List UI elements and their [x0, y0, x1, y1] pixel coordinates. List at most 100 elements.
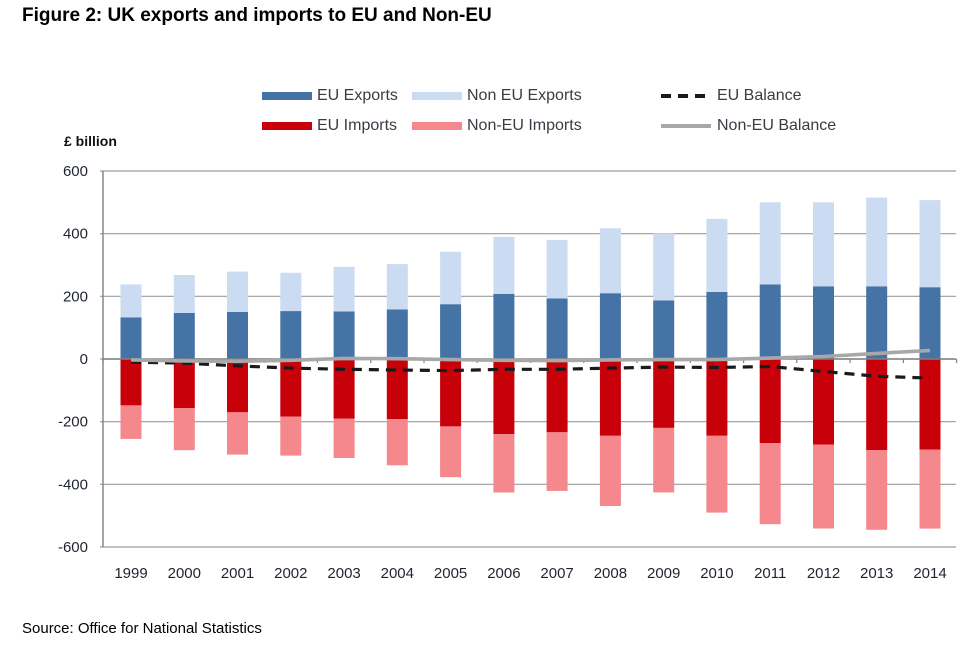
bar-segment	[120, 405, 142, 439]
bar-segment	[386, 264, 408, 310]
legend-swatch-icon	[412, 122, 462, 130]
bar-segment	[546, 432, 568, 491]
y-tick-label: 400	[63, 226, 88, 243]
x-tick-labels: 1999 2000 2001 2002 2003 2004 2005 2006 2007 2008…	[114, 565, 946, 582]
legend-label: EU Exports	[317, 87, 398, 104]
x-tick-label: 2009	[647, 565, 680, 582]
x-tick-label: 2007	[540, 565, 573, 582]
figure-title: Figure 2: UK exports and imports to EU a…	[22, 5, 492, 26]
bar-segment	[759, 359, 781, 443]
solid-line-icon	[661, 124, 711, 128]
bar-segment	[706, 435, 728, 513]
x-tick-label: 2010	[700, 565, 733, 582]
y-tick-labels: 600 400 200 0 -200 -400 -600	[58, 163, 88, 556]
bar-segment	[599, 228, 621, 294]
x-tick-label: 2013	[860, 565, 893, 582]
series-eu-imports	[120, 359, 941, 451]
bar-segment	[440, 251, 462, 305]
bar-segment	[493, 293, 515, 359]
non-eu-balance-line	[130, 348, 931, 364]
x-tick-label: 2004	[381, 565, 414, 582]
legend-item-eu-balance: EU Balance	[660, 82, 802, 110]
bar-segment	[227, 312, 248, 359]
bar-segment	[599, 359, 621, 436]
bar-segment	[173, 312, 195, 359]
legend-swatch-icon	[412, 92, 462, 100]
x-tick-label: 2011	[754, 565, 786, 582]
bar-segment	[759, 202, 781, 285]
bar-segment	[227, 359, 248, 413]
bar-segment	[173, 275, 195, 313]
bar-segment	[386, 419, 408, 466]
bar-segment	[759, 284, 781, 359]
x-tick-label: 2008	[594, 565, 627, 582]
bar-segment	[120, 284, 142, 318]
legend-label: EU Balance	[717, 87, 802, 104]
y-tick-label: -200	[58, 414, 88, 431]
legend-row: EU Imports Non-EU Imports Non-EU Balance	[0, 112, 961, 140]
dashed-line-icon	[661, 94, 711, 98]
bar-segment	[919, 359, 941, 450]
x-tick-label: 2003	[327, 565, 360, 582]
bar-segment	[280, 359, 302, 417]
bar-segment	[173, 359, 195, 409]
bar-segment	[653, 427, 675, 493]
legend-label: Non-EU Imports	[467, 117, 582, 134]
bar-segment	[813, 359, 834, 445]
legend-item-non-eu-exports: Non EU Exports	[412, 82, 582, 110]
y-tick-label: 600	[63, 163, 88, 180]
x-tick-label: 2012	[807, 565, 840, 582]
bar-segment	[386, 359, 408, 420]
bar-segment	[493, 359, 515, 435]
bar-segment	[333, 359, 355, 419]
legend-label: EU Imports	[317, 117, 398, 134]
bar-segment	[866, 359, 888, 451]
bar-segment	[333, 266, 355, 312]
x-tick-label: 2002	[274, 565, 307, 582]
bar-segment	[493, 236, 515, 294]
x-tick-label: 2006	[487, 565, 520, 582]
legend-label: Non-EU Balance	[717, 117, 837, 134]
bar-segment	[813, 202, 834, 287]
bar-segment	[919, 287, 941, 359]
bar-segment	[440, 304, 462, 359]
x-tick-label: 1999	[114, 565, 147, 582]
source-note: Source: Office for National Statistics	[22, 620, 262, 637]
bar-segment	[120, 359, 142, 406]
bar-segment	[333, 418, 355, 458]
bar-segment	[866, 197, 888, 287]
bar-segment	[919, 449, 941, 529]
bar-segment	[653, 359, 675, 428]
bar-segment	[546, 359, 568, 433]
bar-segment	[919, 200, 941, 288]
bar-segment	[386, 309, 408, 359]
x-tick-label: 2000	[168, 565, 201, 582]
bar-segment	[813, 286, 834, 359]
y-tick-label: 200	[63, 288, 88, 305]
legend-row: EU Exports Non EU Exports EU Balance	[0, 82, 961, 110]
bar-segment	[280, 311, 302, 359]
bar-segment	[173, 408, 195, 451]
bar-segment	[599, 293, 621, 359]
legend-swatch-icon	[262, 92, 312, 100]
y-tick-label: 0	[80, 351, 88, 368]
legend-item-eu-imports: EU Imports	[262, 112, 397, 140]
bar-segment	[440, 359, 462, 427]
bar-segment	[333, 311, 355, 359]
legend-label: Non EU Exports	[467, 87, 582, 104]
legend-item-non-eu-balance: Non-EU Balance	[660, 112, 836, 140]
series-non-eu-imports	[120, 405, 941, 530]
bar-segment	[706, 291, 728, 359]
bar-segment	[599, 435, 621, 506]
bar-segment	[227, 271, 248, 312]
bar-segment	[440, 426, 462, 478]
bar-segment	[759, 443, 781, 525]
bar-segment	[706, 218, 728, 292]
bar-segment	[280, 416, 302, 456]
legend-swatch-icon	[262, 122, 312, 130]
x-tick-label: 2014	[913, 565, 946, 582]
bar-segment	[866, 450, 888, 530]
bar-segment	[813, 444, 834, 529]
